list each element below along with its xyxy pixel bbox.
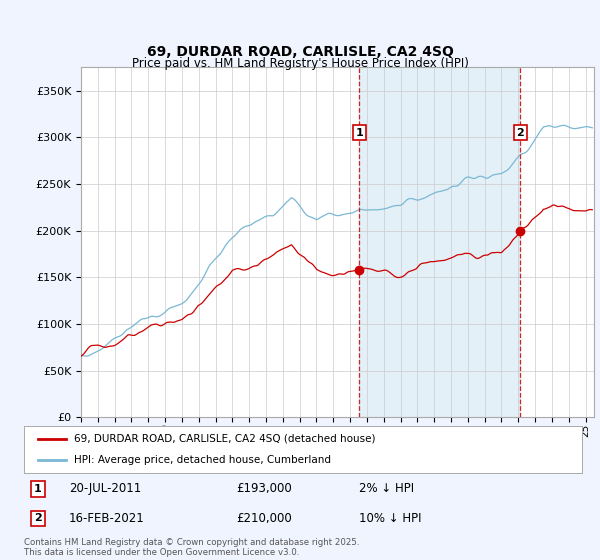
Bar (359, 67, 520, 417)
Text: 20-JUL-2011: 20-JUL-2011 (68, 482, 141, 496)
Text: 69, DURDAR ROAD, CARLISLE, CA2 4SQ: 69, DURDAR ROAD, CARLISLE, CA2 4SQ (146, 45, 454, 59)
Text: Contains HM Land Registry data © Crown copyright and database right 2025.
This d: Contains HM Land Registry data © Crown c… (24, 538, 359, 557)
Text: 1: 1 (34, 484, 42, 494)
Text: 69, DURDAR ROAD, CARLISLE, CA2 4SQ (detached house): 69, DURDAR ROAD, CARLISLE, CA2 4SQ (deta… (74, 434, 376, 444)
Text: £193,000: £193,000 (236, 482, 292, 496)
Text: 2: 2 (517, 128, 524, 138)
Text: 16-FEB-2021: 16-FEB-2021 (68, 512, 145, 525)
Text: HPI: Average price, detached house, Cumberland: HPI: Average price, detached house, Cumb… (74, 455, 331, 465)
Text: 2: 2 (34, 514, 42, 524)
Text: 2% ↓ HPI: 2% ↓ HPI (359, 482, 414, 496)
Text: £210,000: £210,000 (236, 512, 292, 525)
Text: Price paid vs. HM Land Registry's House Price Index (HPI): Price paid vs. HM Land Registry's House … (131, 57, 469, 70)
Text: 1: 1 (355, 128, 363, 138)
Text: 10% ↓ HPI: 10% ↓ HPI (359, 512, 421, 525)
